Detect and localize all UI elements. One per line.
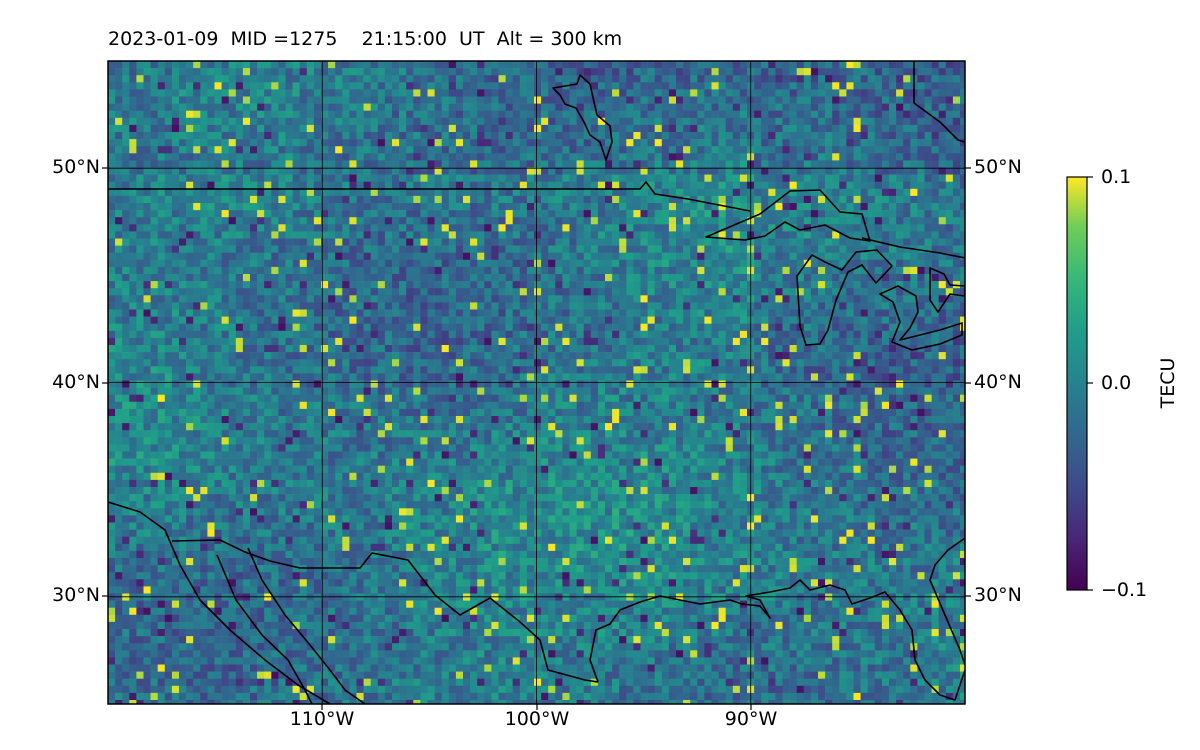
colorbar-label: TECU — [1157, 357, 1179, 409]
lat-label-50-right: 50°N — [974, 156, 1022, 178]
lat-label-40-right: 40°N — [974, 371, 1022, 393]
lat-label-30-left: 30°N — [52, 584, 100, 606]
colorbar-tick-min: −0.1 — [1101, 579, 1148, 601]
lon-label-90w: 90°W — [724, 708, 778, 730]
lat-label-40-left: 40°N — [52, 371, 100, 393]
florida-east — [929, 537, 965, 666]
lake-superior — [705, 189, 871, 242]
map-ticks — [102, 167, 971, 710]
border-us-mexico — [171, 539, 599, 683]
colorbar-gradient — [1066, 176, 1088, 591]
map-coastlines — [108, 61, 965, 704]
baja-coast — [108, 501, 331, 704]
tec-cells — [108, 61, 965, 704]
lake-huron-erie — [879, 285, 963, 351]
island-north — [552, 74, 613, 161]
gulf-coast — [589, 579, 965, 701]
lat-label-50-left: 50°N — [52, 156, 100, 178]
lake-east — [929, 267, 965, 313]
canada-east — [861, 237, 965, 259]
hudson-coast — [913, 61, 965, 143]
lat-label-30-right: 30°N — [974, 584, 1022, 606]
lon-label-110w: 110°W — [289, 708, 355, 730]
lake-michigan — [796, 249, 893, 346]
colorbar-tick-zero: 0.0 — [1101, 372, 1132, 394]
colorbar-tick-max: 0.1 — [1101, 166, 1132, 188]
lon-label-100w: 100°W — [504, 708, 570, 730]
colorbar-ticks — [1087, 176, 1093, 591]
mexico-west — [247, 547, 366, 704]
border-us-canada — [108, 181, 751, 212]
plot-title: 2023-01-09 MID =1275 21:15:00 UT Alt = 3… — [108, 28, 623, 50]
gulf-ca-inner — [216, 554, 313, 704]
